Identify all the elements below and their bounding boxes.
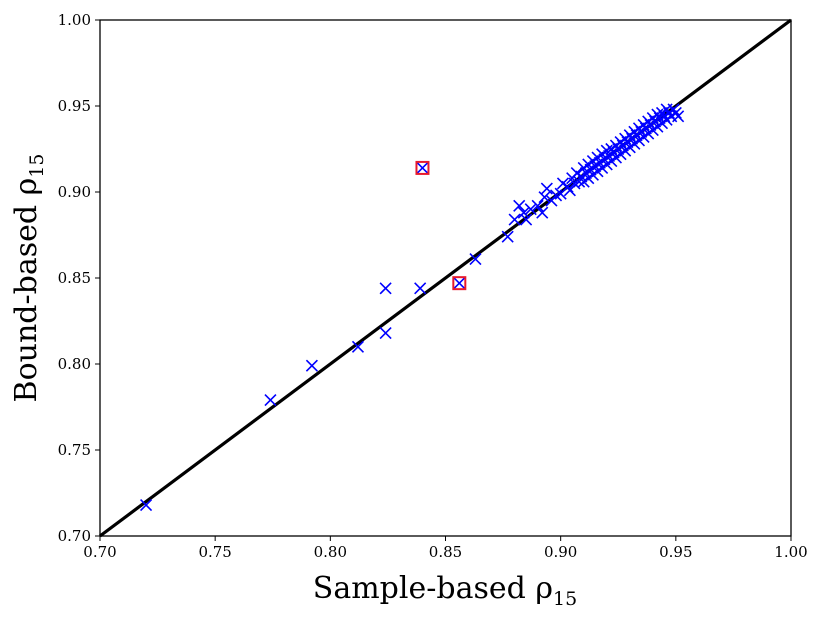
x-axis-ticks: 0.70 0.75 0.80 0.85 0.90 0.95 1.00 xyxy=(83,536,808,561)
data-point-x xyxy=(305,359,318,372)
x-tick-label: 0.80 xyxy=(314,543,347,561)
x-axis-label: Sample-based ρ15 xyxy=(313,571,577,610)
x-tick-label: 0.70 xyxy=(83,543,116,561)
series-1 xyxy=(415,160,467,291)
chart-marks xyxy=(99,18,792,538)
x-tick-label: 0.90 xyxy=(544,543,577,561)
y-tick-label: 0.80 xyxy=(58,355,91,373)
y-tick-label: 0.95 xyxy=(58,97,91,115)
data-point-x xyxy=(536,206,549,219)
data-point-x xyxy=(520,213,533,226)
data-point-x xyxy=(379,326,392,340)
data-point-x xyxy=(517,206,530,219)
data-point-x xyxy=(501,230,514,243)
y-tick-label: 0.85 xyxy=(58,269,91,287)
data-point-x xyxy=(667,103,680,116)
data-point-x xyxy=(561,180,574,193)
data-point-x xyxy=(416,161,429,174)
data-point-x xyxy=(140,498,153,512)
data-point-x xyxy=(672,110,685,123)
x-tick-label: 0.85 xyxy=(429,543,462,561)
data-point-x xyxy=(453,277,466,290)
identity-line xyxy=(99,18,792,538)
y-tick-label: 0.90 xyxy=(58,183,91,201)
data-point-x xyxy=(524,203,537,216)
data-point-x xyxy=(513,199,526,212)
data-point-x xyxy=(669,106,682,119)
y-axis-label: Bound-based ρ15 xyxy=(9,154,48,403)
data-point-x xyxy=(540,182,553,195)
data-point-x xyxy=(379,282,392,295)
series-0 xyxy=(140,103,685,512)
y-tick-label: 0.75 xyxy=(58,441,91,459)
data-point-x xyxy=(264,394,277,407)
data-point-x xyxy=(469,253,482,266)
data-point-x xyxy=(414,282,427,295)
highlight-square xyxy=(452,276,467,291)
data-point-x xyxy=(351,340,365,353)
x-tick-label: 1.00 xyxy=(774,543,807,561)
data-point-x xyxy=(531,199,544,212)
y-axis-ticks: 0.70 0.75 0.80 0.85 0.90 0.95 1.00 xyxy=(58,11,100,545)
y-tick-label: 0.70 xyxy=(58,527,91,545)
y-tick-label: 1.00 xyxy=(58,11,91,29)
highlight-square xyxy=(415,160,430,175)
x-tick-label: 0.95 xyxy=(659,543,692,561)
x-tick-label: 0.75 xyxy=(198,543,231,561)
data-point-x xyxy=(508,213,521,226)
